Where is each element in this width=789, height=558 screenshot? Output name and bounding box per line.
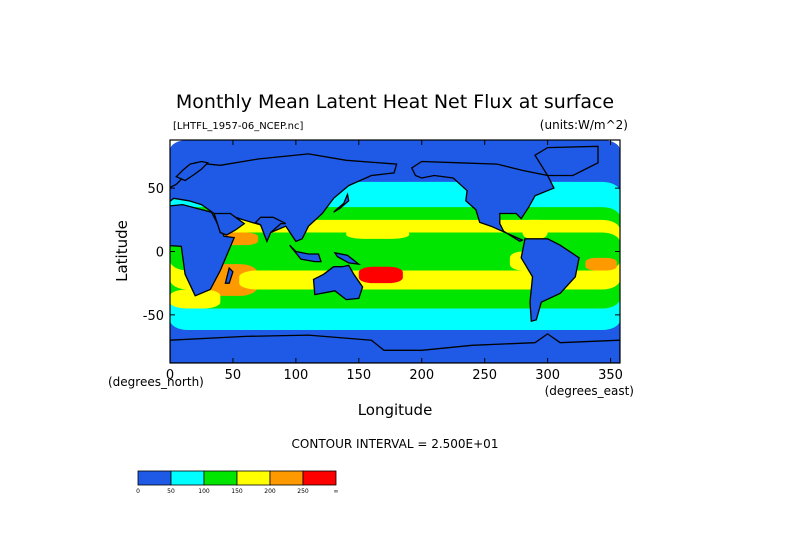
land-south-america	[520, 238, 580, 323]
land-australia	[312, 264, 364, 301]
y-tick-label: 0	[156, 246, 164, 261]
land-greenland	[534, 145, 599, 177]
land-india	[254, 216, 287, 244]
field-region-6	[239, 270, 296, 290]
field-region-13	[585, 257, 617, 271]
x-axis-ticks: 0 50 100 150 200 250 300 350	[166, 140, 623, 383]
colorbar-tick-label: 150	[231, 488, 243, 495]
land-antarctica	[170, 333, 620, 363]
field-region-8	[346, 226, 410, 239]
field-region-14	[170, 289, 221, 309]
x-tick-label: 300	[535, 368, 560, 383]
y-axis-label: Latitude	[113, 220, 131, 282]
colorbar-tick-label: 0	[136, 488, 140, 495]
colorbar-tick-label: 200	[264, 488, 276, 495]
field-region-10	[371, 270, 397, 280]
x-tick-label: 50	[225, 368, 242, 383]
x-tick-label: 250	[472, 368, 497, 383]
x-tick-label: 350	[598, 368, 623, 383]
y-axis-ticks: -50 0 50	[143, 182, 620, 324]
colorbar-swatch	[269, 470, 304, 486]
land-arabia	[213, 212, 246, 236]
land-north-america	[410, 160, 555, 243]
source-file-label: [LHTFL_1957-06_NCEP.nc]	[173, 121, 303, 132]
land-madagascar	[224, 266, 234, 284]
colorbar-swatch	[302, 470, 337, 486]
y-tick-label: 50	[147, 182, 164, 197]
field-region-15	[522, 219, 548, 239]
land-new-guinea	[333, 251, 362, 266]
plot-area: 0 50 100 150 200 250 300 350 -50 0 50	[143, 139, 623, 383]
contour-interval-label: CONTOUR INTERVAL = 2.500E+01	[292, 437, 499, 451]
x-axis-label: Longitude	[358, 401, 433, 419]
y-axis-unit-label: (degrees_north)	[108, 375, 204, 389]
field-region-4	[170, 232, 620, 271]
y-tick-label: -50	[143, 309, 164, 324]
land-japan	[333, 192, 350, 213]
colorbar-swatch	[170, 470, 205, 486]
land-indonesia	[289, 244, 322, 263]
colorbar-swatch	[236, 470, 271, 486]
x-axis-unit-label: (degrees_east)	[545, 384, 634, 398]
colorbar-tick-label: ∞	[334, 488, 339, 495]
colorbar-swatch	[203, 470, 238, 486]
land-scandinavia	[175, 160, 210, 182]
continent-outlines	[170, 145, 620, 363]
chart-title: Monthly Mean Latent Heat Net Flux at sur…	[176, 91, 614, 113]
x-tick-label: 200	[409, 368, 434, 383]
colorbar-swatch	[137, 470, 172, 486]
x-tick-label: 0	[166, 368, 174, 383]
x-tick-label: 150	[346, 368, 371, 383]
colorbar-tick-label: 250	[297, 488, 309, 495]
field-region-11	[421, 270, 485, 290]
units-label: (units:W/m^2)	[540, 118, 628, 132]
x-tick-label: 100	[283, 368, 308, 383]
colorbar-tick-label: 50	[167, 488, 175, 495]
colorbar-tick-label: 100	[198, 488, 210, 495]
colorbar: 0 50 100 150 200 250 ∞	[136, 470, 339, 495]
